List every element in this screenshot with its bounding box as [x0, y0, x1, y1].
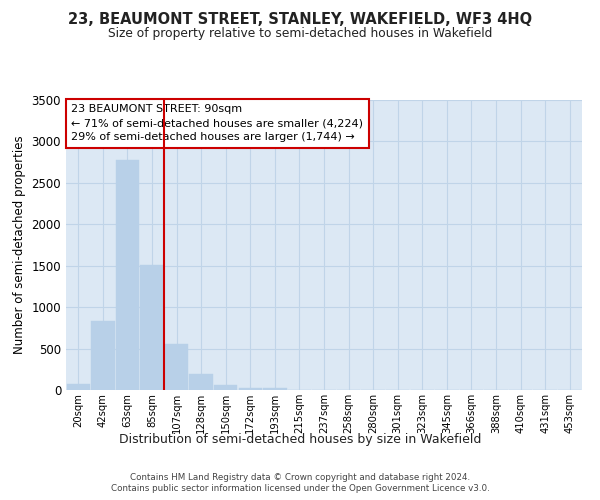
Bar [190, 374, 213, 390]
Text: Contains public sector information licensed under the Open Government Licence v3: Contains public sector information licen… [110, 484, 490, 493]
Bar [165, 344, 188, 390]
Text: Size of property relative to semi-detached houses in Wakefield: Size of property relative to semi-detach… [108, 28, 492, 40]
Bar [91, 321, 115, 390]
Text: 23, BEAUMONT STREET, STANLEY, WAKEFIELD, WF3 4HQ: 23, BEAUMONT STREET, STANLEY, WAKEFIELD,… [68, 12, 532, 28]
Bar [239, 388, 262, 390]
Bar [116, 160, 139, 390]
Bar [263, 388, 287, 390]
Text: 23 BEAUMONT STREET: 90sqm
← 71% of semi-detached houses are smaller (4,224)
29% : 23 BEAUMONT STREET: 90sqm ← 71% of semi-… [71, 104, 363, 142]
Bar [67, 384, 90, 390]
Text: Distribution of semi-detached houses by size in Wakefield: Distribution of semi-detached houses by … [119, 432, 481, 446]
Bar [214, 384, 238, 390]
Text: Contains HM Land Registry data © Crown copyright and database right 2024.: Contains HM Land Registry data © Crown c… [130, 472, 470, 482]
Y-axis label: Number of semi-detached properties: Number of semi-detached properties [13, 136, 26, 354]
Bar [140, 265, 164, 390]
